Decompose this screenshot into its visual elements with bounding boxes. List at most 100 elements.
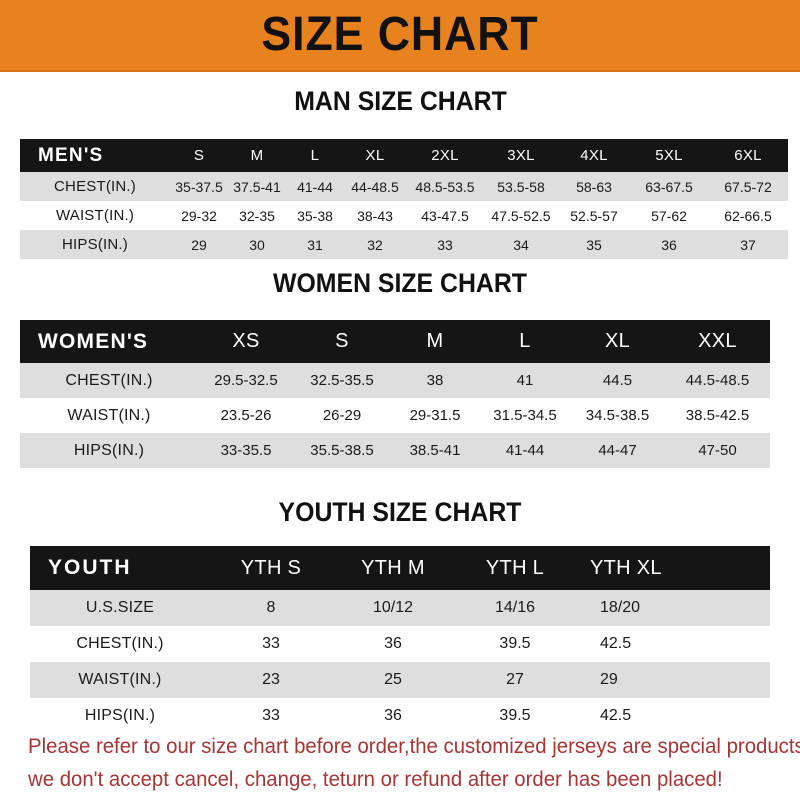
cell: 34 (513, 236, 529, 253)
cell: 41 (516, 372, 534, 389)
cell: 30 (249, 236, 265, 253)
mens-col-3xl: 3XL (507, 147, 535, 164)
mens-corner-label: MEN'S (38, 144, 104, 166)
mens-row-label-chest: CHEST(IN.) (54, 178, 136, 195)
cell: 44.5 (602, 372, 633, 389)
youth-col-s: YTH S (240, 556, 302, 579)
youth-corner-label: YOUTH (48, 556, 132, 579)
womens-col-xxl: XXL (698, 330, 737, 352)
cell: 23 (262, 671, 280, 688)
cell: 37.5-41 (233, 178, 281, 195)
cell: 36 (661, 236, 677, 253)
table-row: CHEST(IN.) 29.5-32.5 32.5-35.5 38 41 44.… (20, 363, 770, 398)
mens-row-label-waist: WAIST(IN.) (55, 207, 135, 224)
cell: 44.5-48.5 (685, 372, 750, 389)
table-row: U.S.SIZE 8 10/12 14/16 18/20 (30, 590, 770, 626)
table-row: HIPS(IN.) 29 30 31 32 33 34 35 36 37 (20, 230, 788, 259)
youth-row-label-hips: HIPS(IN.) (84, 707, 156, 724)
womens-col-s: S (335, 330, 349, 352)
mens-col-5xl: 5XL (655, 147, 683, 164)
cell: 57-62 (651, 207, 687, 224)
mens-col-4xl: 4XL (580, 147, 608, 164)
cell: 35 (586, 236, 602, 253)
mens-col-m: M (250, 147, 264, 164)
cell: 27 (506, 671, 524, 688)
cell: 47.5-52.5 (491, 207, 551, 224)
cell: 29 (600, 671, 618, 688)
cell: 62-66.5 (724, 207, 772, 224)
page-banner: SIZE CHART (0, 0, 800, 72)
mens-row-label-hips: HIPS(IN.) (62, 236, 128, 253)
mens-table-body: CHEST(IN.) 35-37.5 37.5-41 41-44 44-48.5… (20, 172, 788, 259)
cell: 35-38 (297, 207, 333, 224)
cell: 38.5-42.5 (685, 407, 750, 424)
order-disclaimer: Please refer to our size chart before or… (28, 730, 800, 796)
page-title: SIZE CHART (261, 8, 539, 61)
cell: 44-47 (598, 442, 637, 459)
cell: 33 (262, 707, 280, 724)
cell: 38 (426, 372, 444, 389)
cell: 36 (384, 707, 402, 724)
youth-col-l: YTH L (485, 556, 545, 579)
womens-corner-label: WOMEN'S (38, 329, 149, 353)
cell: 26-29 (322, 407, 362, 424)
womens-col-m: M (426, 330, 444, 352)
cell: 47-50 (698, 442, 737, 459)
cell: 52.5-57 (570, 207, 618, 224)
cell: 35-37.5 (175, 178, 223, 195)
cell: 53.5-58 (497, 178, 545, 195)
cell: 41-44 (297, 178, 333, 195)
womens-row-label-chest: CHEST(IN.) (65, 371, 153, 389)
cell: 18/20 (600, 599, 641, 616)
youth-table-header: YOUTH YTH S YTH M YTH L YTH XL (30, 546, 770, 590)
table-row: WAIST(IN.) 23.5-26 26-29 29-31.5 31.5-34… (20, 398, 770, 433)
mens-col-2xl: 2XL (431, 147, 459, 164)
cell: 33 (262, 635, 280, 652)
cell: 14/16 (494, 599, 536, 616)
cell: 23.5-26 (220, 407, 272, 424)
cell: 43-47.5 (421, 207, 469, 224)
mens-col-s: S (193, 147, 205, 164)
womens-table-body: CHEST(IN.) 29.5-32.5 32.5-35.5 38 41 44.… (20, 363, 770, 468)
cell: 39.5 (499, 635, 531, 652)
man-section-title-text: MAN SIZE CHART (293, 86, 507, 116)
table-row: WAIST(IN.) 23 25 27 29 (30, 662, 770, 698)
cell: 41-44 (505, 442, 545, 459)
cell: 35.5-38.5 (310, 442, 374, 459)
cell: 38.5-41 (409, 442, 461, 459)
youth-header-row: YOUTH YTH S YTH M YTH L YTH XL (30, 546, 770, 590)
mens-col-l: L (310, 147, 320, 164)
cell: 33 (437, 236, 453, 253)
womens-col-xs: XS (232, 330, 260, 352)
mens-col-6xl: 6XL (734, 147, 762, 164)
cell: 42.5 (600, 707, 632, 724)
cell: 31 (307, 236, 323, 253)
cell: 8 (266, 599, 276, 616)
cell: 67.5-72 (724, 178, 772, 195)
mens-col-xl: XL (365, 147, 385, 164)
cell: 29 (191, 236, 207, 253)
womens-col-l: L (519, 330, 531, 352)
cell: 34.5-38.5 (585, 407, 650, 424)
womens-size-table: WOMEN'S XS S M L XL XXL CHEST(IN.) 29.5-… (20, 320, 770, 468)
table-row: CHEST(IN.) 33 36 39.5 42.5 (30, 626, 770, 662)
cell: 63-67.5 (645, 178, 693, 195)
cell: 39.5 (499, 707, 531, 724)
mens-size-table: MEN'S S M L XL 2XL 3XL 4XL 5XL 6XL CHEST… (20, 139, 788, 259)
womens-header-row: WOMEN'S XS S M L XL XXL (20, 320, 770, 363)
cell: 32 (367, 236, 383, 253)
women-section-title: WOMEN SIZE CHART (0, 268, 800, 298)
cell: 32-35 (239, 207, 275, 224)
cell: 29.5-32.5 (214, 372, 278, 389)
cell: 29-31.5 (409, 407, 461, 424)
youth-section-title-text: YOUTH SIZE CHART (278, 497, 522, 527)
table-row: CHEST(IN.) 35-37.5 37.5-41 41-44 44-48.5… (20, 172, 788, 201)
womens-table-header: WOMEN'S XS S M L XL XXL (20, 320, 770, 363)
mens-header-row: MEN'S S M L XL 2XL 3XL 4XL 5XL 6XL (20, 139, 788, 172)
womens-col-xl: XL (604, 330, 631, 352)
cell: 44-48.5 (351, 178, 399, 195)
youth-section-title: YOUTH SIZE CHART (0, 497, 800, 527)
women-section-title-text: WOMEN SIZE CHART (273, 268, 527, 298)
youth-col-m: YTH M (361, 556, 425, 579)
